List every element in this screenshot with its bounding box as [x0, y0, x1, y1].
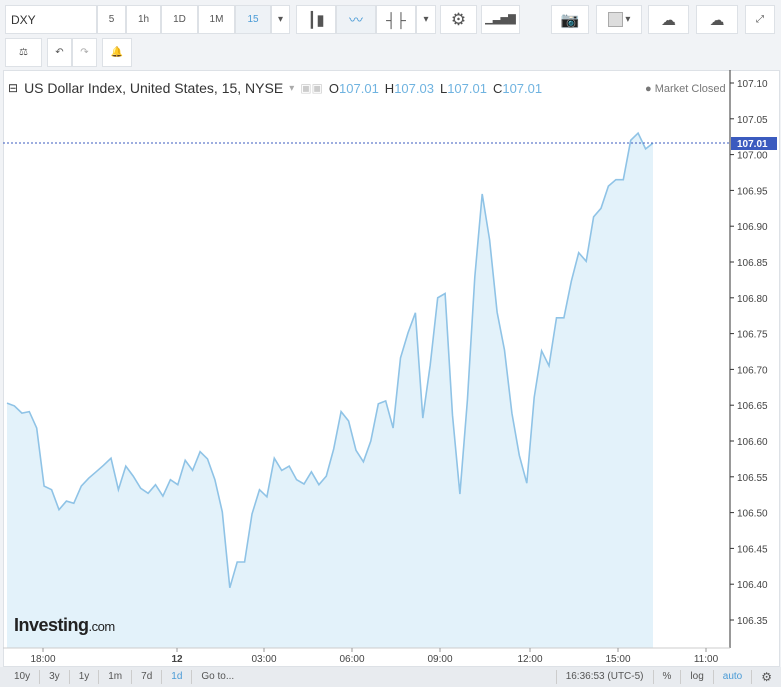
- chart-legend: ⊟ US Dollar Index, United States, 15, NY…: [8, 80, 542, 96]
- y-tick-label: 106.40: [737, 580, 768, 591]
- scales-icon: ⚖: [19, 47, 28, 58]
- x-tick-label: 12:00: [517, 654, 542, 665]
- interval-5[interactable]: 5: [97, 5, 126, 34]
- x-tick-label: 06:00: [339, 654, 364, 665]
- y-tick-label: 106.80: [737, 294, 768, 305]
- last-price-label: 107.01: [737, 139, 768, 150]
- indicators-button[interactable]: ▁▃▅▇: [481, 5, 520, 34]
- x-tick-label: 03:00: [251, 654, 276, 665]
- fullscreen-button[interactable]: ⤢: [745, 5, 775, 34]
- cloud-upload-icon: ☁: [709, 11, 725, 29]
- goto-button[interactable]: Go to...: [201, 671, 235, 682]
- gear-icon[interactable]: ⚙: [761, 670, 772, 684]
- gear-icon: ⚙: [450, 9, 467, 29]
- interval-dropdown[interactable]: ▾: [271, 5, 290, 34]
- area-fill: [7, 133, 653, 649]
- range-1y[interactable]: 1y: [70, 670, 100, 684]
- bell-plus-icon: 🔔: [110, 47, 124, 58]
- x-tick-label: 12: [171, 654, 183, 665]
- redo-icon: ↷: [80, 47, 89, 58]
- line-chart-button[interactable]: 〰: [336, 5, 376, 34]
- interval-1d[interactable]: 1D: [161, 5, 198, 34]
- price-line: [6, 131, 654, 589]
- settings-button[interactable]: ⚙: [440, 5, 477, 34]
- market-status-text: Market Closed: [654, 83, 726, 95]
- y-tick-label: 106.35: [737, 616, 768, 627]
- candlestick-icon: ┃▮: [307, 11, 325, 29]
- caret-down-icon: ▾: [423, 14, 429, 25]
- last-price-badge: [731, 137, 777, 150]
- cloud-download-icon: ☁: [661, 11, 676, 29]
- camera-icon: 📷: [560, 11, 580, 29]
- y-tick-label: 107.00: [737, 151, 768, 162]
- percent-toggle[interactable]: %: [654, 670, 682, 684]
- open-value: 107.01: [339, 80, 379, 96]
- candles-button[interactable]: ┃▮: [296, 5, 336, 34]
- undo-button[interactable]: ↶: [47, 38, 72, 67]
- x-tick-label: 15:00: [605, 654, 630, 665]
- bars-button[interactable]: ┤├: [376, 5, 416, 34]
- legend-title[interactable]: US Dollar Index, United States, 15, NYSE: [24, 80, 284, 96]
- range-1m[interactable]: 1m: [99, 670, 133, 684]
- save-button[interactable]: ☁: [696, 5, 738, 34]
- bottom-bar: 10y 3y 1y 1m 7d 1d Go to... 16:36:53 (UT…: [0, 667, 781, 687]
- legend-icons[interactable]: ▣▣: [300, 81, 323, 95]
- indicators-icon: ▁▃▅▇: [485, 14, 516, 25]
- y-tick-label: 106.75: [737, 330, 768, 341]
- range-1d[interactable]: 1d: [162, 670, 193, 684]
- collapse-icon[interactable]: ⊟: [8, 81, 19, 95]
- range-10y[interactable]: 10y: [5, 670, 41, 684]
- symbol-input[interactable]: DXY: [5, 5, 97, 34]
- caret-down-icon[interactable]: ▾: [289, 82, 295, 94]
- high-value: 107.03: [394, 80, 434, 96]
- y-tick-label: 106.60: [737, 437, 768, 448]
- y-tick-label: 106.70: [737, 365, 768, 376]
- y-tick-label: 106.85: [737, 258, 768, 269]
- market-status: ● Market Closed: [645, 83, 726, 95]
- log-toggle[interactable]: log: [681, 670, 714, 684]
- y-tick-label: 106.55: [737, 473, 768, 484]
- clock: 16:36:53 (UTC-5): [555, 670, 654, 684]
- y-tick-label: 106.50: [737, 509, 768, 520]
- screenshot-button[interactable]: 📷: [551, 5, 589, 34]
- undo-icon: ↶: [55, 47, 64, 58]
- y-tick-label: 107.10: [737, 79, 768, 90]
- interval-1h[interactable]: 1h: [126, 5, 161, 34]
- redo-button[interactable]: ↷: [72, 38, 97, 67]
- ohlc-bars-icon: ┤├: [386, 11, 406, 28]
- auto-toggle[interactable]: auto: [714, 670, 753, 684]
- alert-button[interactable]: 🔔: [102, 38, 132, 67]
- x-tick-label: 18:00: [30, 654, 55, 665]
- color-swatch-icon: [607, 12, 623, 27]
- interval-15[interactable]: 15: [235, 5, 271, 34]
- y-tick-label: 106.90: [737, 222, 768, 233]
- open-label: O: [328, 80, 340, 96]
- chart-type-dropdown[interactable]: ▾: [416, 5, 436, 34]
- fullscreen-icon: ⤢: [756, 14, 764, 25]
- line-chart-icon: 〰: [349, 11, 363, 28]
- compare-button[interactable]: ⚖: [5, 38, 42, 67]
- low-value: 107.01: [447, 80, 487, 96]
- high-label: H: [384, 80, 395, 96]
- caret-down-icon: ▾: [277, 14, 284, 25]
- y-tick-label: 107.05: [737, 115, 768, 126]
- x-tick-label: 11:00: [694, 654, 719, 665]
- color-button[interactable]: ▾: [596, 5, 642, 34]
- low-label: L: [439, 80, 448, 96]
- interval-1m[interactable]: 1M: [198, 5, 235, 34]
- y-tick-label: 106.95: [737, 186, 768, 197]
- brand-logo: Investing.com: [14, 615, 115, 635]
- close-value: 107.01: [502, 80, 543, 96]
- y-tick-label: 106.65: [737, 401, 768, 412]
- y-tick-label: 106.45: [737, 544, 768, 555]
- load-button[interactable]: ☁: [648, 5, 689, 34]
- x-tick-label: 09:00: [427, 654, 452, 665]
- range-7d[interactable]: 7d: [132, 670, 163, 684]
- range-3y[interactable]: 3y: [40, 670, 70, 684]
- close-label: C: [492, 80, 503, 96]
